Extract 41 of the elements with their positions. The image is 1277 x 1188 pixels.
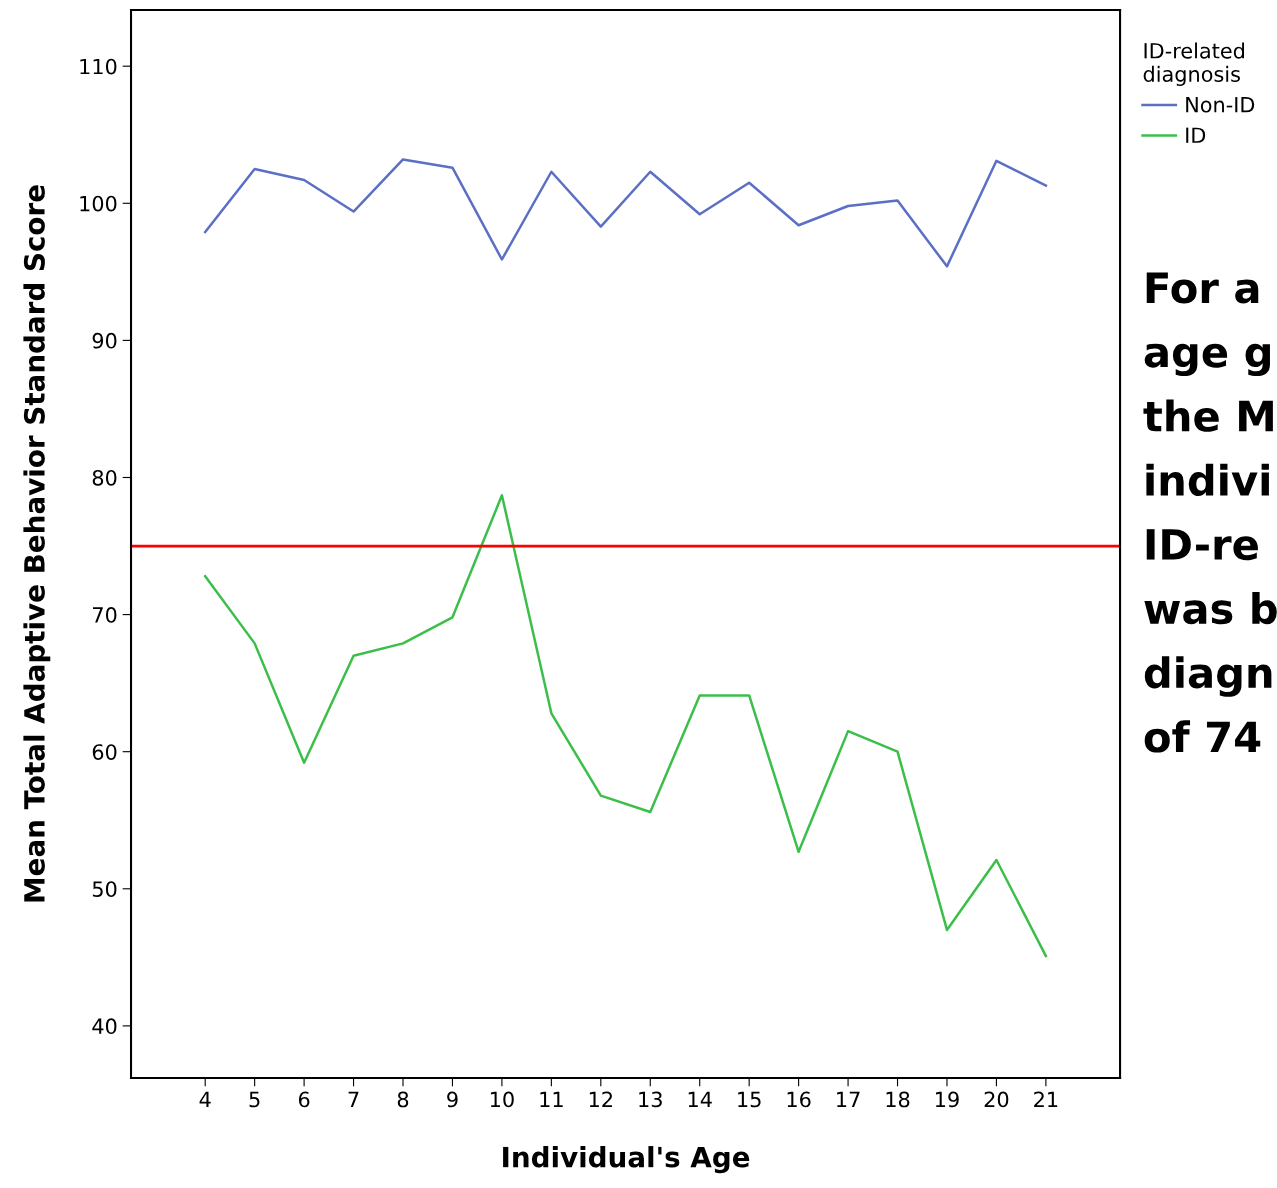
x-tick-label: 9	[447, 1091, 458, 1108]
x-tick-label: 20	[984, 1091, 1009, 1108]
text: indivi	[1146, 463, 1269, 496]
x-tick-label: 14	[688, 1091, 712, 1108]
x-tick-label: 21	[1034, 1091, 1058, 1108]
x-tick-label: 8	[397, 1091, 409, 1108]
y-tick-label: 70	[93, 607, 117, 623]
x-tick-label: 18	[886, 1091, 910, 1108]
y-tick-label: 110	[80, 58, 117, 75]
x-tick-label: 13	[639, 1091, 662, 1108]
x-tick-label: 15	[738, 1091, 761, 1108]
x-tick-label: 17	[837, 1091, 860, 1108]
text: age g	[1144, 343, 1270, 377]
text: was b	[1144, 592, 1277, 625]
y-tick-label: 90	[92, 332, 117, 349]
x-tick-label: 11	[540, 1091, 563, 1108]
legend-label: ID	[1186, 127, 1206, 143]
legend-title: ID-related diagnosis	[1143, 42, 1244, 86]
text: diagn	[1144, 656, 1272, 697]
line-series	[203, 494, 1048, 958]
y-tick-label: 100	[80, 195, 117, 212]
y-tick-label: 60	[92, 744, 117, 760]
y-tick-label: 40	[92, 1018, 117, 1035]
text: ID-re	[1146, 529, 1258, 561]
text: the M	[1143, 399, 1273, 432]
x-tick-label: 16	[787, 1091, 811, 1108]
line-series	[203, 158, 1048, 268]
x-axis-title: Individual's Age	[503, 1146, 750, 1174]
x-tick-label: 5	[249, 1091, 260, 1108]
y-tick-label: 50	[92, 881, 117, 897]
legend-label: Non-ID	[1186, 97, 1255, 113]
y-tick-label: 80	[92, 469, 117, 486]
x-tick-label: 12	[589, 1091, 612, 1108]
text: For a	[1146, 272, 1259, 304]
text: of 74	[1144, 720, 1261, 753]
x-tick-label: 7	[348, 1091, 359, 1108]
x-tick-label: 4	[199, 1091, 211, 1108]
x-tick-label: 6	[298, 1091, 310, 1108]
y-axis-title: Mean Total Adaptive Behavior Standard Score	[23, 185, 51, 902]
x-tick-label: 19	[936, 1091, 959, 1108]
x-tick-label: 10	[490, 1091, 514, 1108]
